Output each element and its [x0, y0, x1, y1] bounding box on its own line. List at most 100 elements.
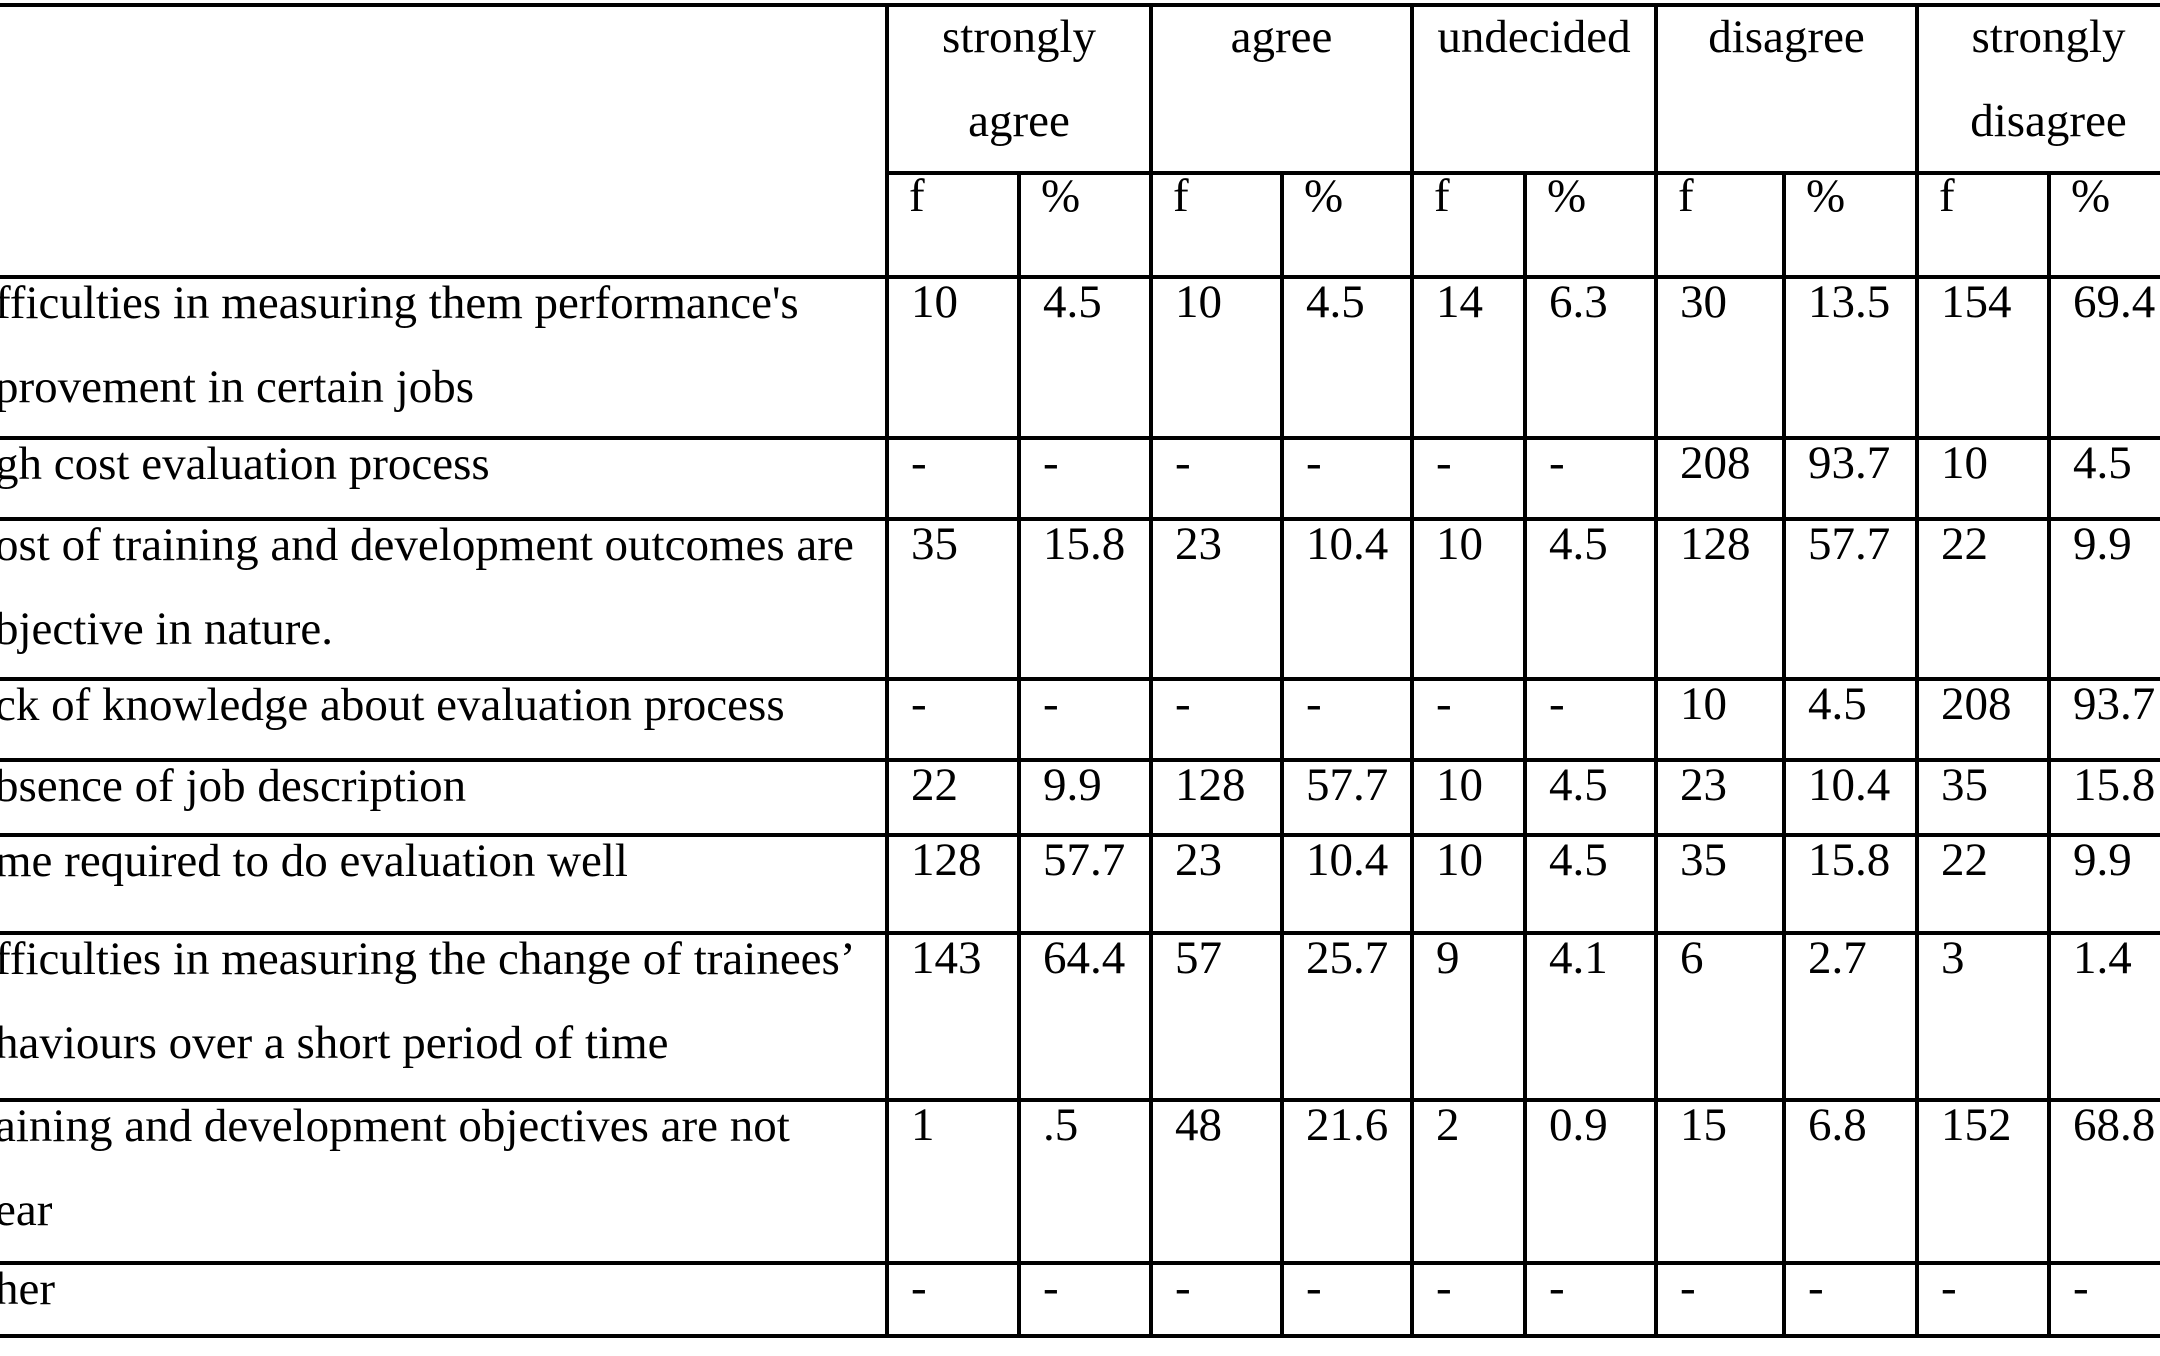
- text-line: -: [1175, 1262, 1191, 1314]
- value-cell: 4.5: [1021, 276, 1153, 440]
- value-cell: -: [889, 1262, 1021, 1338]
- text-line: 154: [1941, 276, 2012, 328]
- cell-text: %: [1806, 167, 1915, 225]
- value-cell: -: [1021, 1262, 1153, 1338]
- category-header-strongly-disagree: strongly disagree: [1919, 7, 2160, 175]
- text-line: 57.7: [1043, 834, 1126, 886]
- cell-text: 208: [1680, 434, 1782, 492]
- value-cell: 9: [1414, 932, 1527, 1102]
- text-line: provement in certain jobs: [0, 361, 474, 413]
- row-label-cell: bsence of job description: [0, 760, 889, 837]
- value-cell: 10: [889, 276, 1021, 440]
- value-cell: 2.7: [1786, 932, 1919, 1102]
- cell-text: 0.9: [1549, 1096, 1654, 1154]
- text-line: -: [2073, 1262, 2089, 1314]
- text-line: fficulties in measuring the change of tr…: [0, 933, 856, 985]
- cell-text: 10.4: [1306, 831, 1410, 889]
- value-cell: 4.5: [1527, 759, 1658, 837]
- text-line: 4.5: [1549, 518, 1608, 570]
- text-line: 3: [1941, 932, 1965, 984]
- text-line: 23: [1680, 759, 1727, 811]
- cell-text: 25.7: [1306, 929, 1410, 987]
- cell-text: 64.4: [1043, 929, 1149, 987]
- text-line: 23: [1175, 518, 1222, 570]
- cell-text: 10.4: [1808, 756, 1915, 814]
- text-line: -: [1436, 678, 1452, 730]
- value-cell: 208: [1919, 678, 2051, 762]
- cell-text: 1: [911, 1096, 1017, 1154]
- percent-header-cell: %: [1284, 170, 1414, 279]
- value-cell: -: [1414, 678, 1527, 762]
- cell-text: -: [1941, 1259, 2047, 1317]
- text-line: 4.5: [1306, 276, 1365, 328]
- cell-text: aining and development objectives are no…: [0, 1084, 885, 1252]
- text-line: 35: [1941, 759, 1988, 811]
- value-cell: 6.8: [1786, 1099, 1919, 1265]
- text-line: -: [911, 1262, 927, 1314]
- text-line: 10: [911, 276, 958, 328]
- value-cell: 4.5: [1527, 834, 1658, 935]
- value-cell: 35: [889, 518, 1021, 681]
- value-cell: 21.6: [1284, 1099, 1414, 1265]
- row-label-cell: gh cost evaluation process: [0, 438, 889, 521]
- value-cell: 2: [1414, 1099, 1527, 1265]
- cell-text: 6: [1680, 929, 1782, 987]
- text-line: 68.8: [2073, 1099, 2156, 1151]
- cell-text: 57.7: [1043, 831, 1149, 889]
- value-cell: 15.8: [1021, 518, 1153, 681]
- cell-text: 10: [1436, 756, 1523, 814]
- text-line: 10: [1436, 759, 1483, 811]
- text-line: 6.8: [1808, 1099, 1867, 1151]
- text-line: -: [911, 437, 927, 489]
- cell-text: 30: [1680, 273, 1782, 331]
- cell-text: 22: [911, 756, 1017, 814]
- cell-text: ck of knowledge about evaluation process: [0, 663, 885, 747]
- value-cell: 4.5: [1527, 518, 1658, 681]
- cell-text: 93.7: [2073, 675, 2160, 733]
- value-cell: 208: [1658, 437, 1786, 521]
- cell-text: bsence of job description: [0, 744, 885, 828]
- cell-text: -: [1549, 434, 1654, 492]
- category-header-undecided: undecided: [1414, 7, 1658, 175]
- value-cell: 22: [1919, 834, 2051, 935]
- value-cell: 22: [889, 759, 1021, 837]
- text-line: 1.4: [2073, 932, 2132, 984]
- cell-text: %: [2071, 167, 2160, 225]
- cell-text: 152: [1941, 1096, 2047, 1154]
- text-line: f: [1434, 170, 1450, 222]
- text-line: 35: [911, 518, 958, 570]
- value-cell: 1: [889, 1099, 1021, 1265]
- text-line: -: [1941, 1262, 1957, 1314]
- row-label-cell: ck of knowledge about evaluation process: [0, 679, 889, 762]
- value-cell: 23: [1153, 518, 1284, 681]
- text-line: %: [1547, 170, 1587, 222]
- text-line: 2: [1436, 1099, 1460, 1151]
- value-cell: 14: [1414, 276, 1527, 440]
- cell-text: 3: [1941, 929, 2047, 987]
- cell-text: 10: [1436, 515, 1523, 573]
- value-cell: 6.3: [1527, 276, 1658, 440]
- cell-text: -: [1043, 675, 1149, 733]
- value-cell: -: [1786, 1262, 1919, 1338]
- cell-text: 10: [1436, 831, 1523, 889]
- value-cell: -: [1414, 1262, 1527, 1338]
- row-label-cell: fficulties in measuring the change of tr…: [0, 933, 889, 1102]
- text-line: 0.9: [1549, 1099, 1608, 1151]
- cell-text: 2: [1436, 1096, 1523, 1154]
- text-line: 10: [1436, 834, 1483, 886]
- text-line: -: [1175, 437, 1191, 489]
- value-cell: 10.4: [1284, 518, 1414, 681]
- value-cell: 6: [1658, 932, 1786, 1102]
- value-cell: 152: [1919, 1099, 2051, 1265]
- cell-text: -: [911, 1259, 1017, 1317]
- percent-header-cell: %: [1786, 170, 1919, 279]
- text-line: -: [1808, 1262, 1824, 1314]
- cell-text: her: [0, 1247, 885, 1331]
- category-header-disagree: disagree: [1658, 7, 1919, 175]
- cell-text: 4.1: [1549, 929, 1654, 987]
- value-cell: 35: [1919, 759, 2051, 837]
- cell-text: 9: [1436, 929, 1523, 987]
- text-line: 21.6: [1306, 1099, 1389, 1151]
- text-line: agree: [1230, 11, 1333, 63]
